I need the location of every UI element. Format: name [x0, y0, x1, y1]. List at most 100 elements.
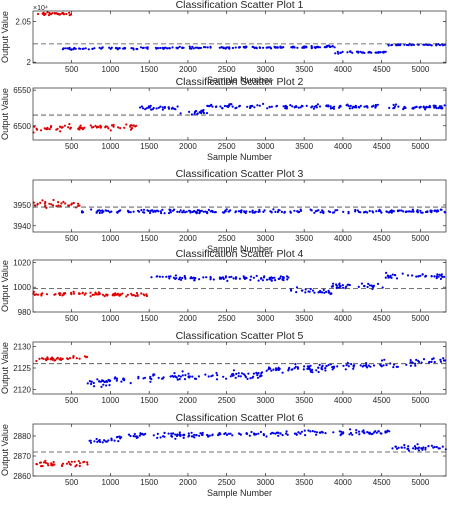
x-tick-label: 5000 — [412, 478, 430, 487]
data-point — [282, 276, 285, 279]
data-point — [73, 460, 76, 463]
x-tick-label: 1500 — [140, 396, 158, 405]
data-point — [139, 106, 142, 109]
data-point — [145, 294, 148, 298]
data-point — [54, 359, 57, 362]
data-point — [130, 127, 134, 130]
data-point — [106, 293, 109, 296]
data-point — [117, 293, 120, 296]
data-point — [150, 276, 153, 279]
data-point — [406, 274, 410, 277]
data-point — [94, 124, 97, 127]
data-point — [353, 106, 356, 109]
data-point — [139, 433, 142, 436]
x-tick-label: 1000 — [102, 142, 120, 151]
x-tick-label: 2500 — [218, 234, 236, 243]
x-tick-label: 4500 — [373, 314, 391, 323]
data-point — [92, 381, 95, 385]
data-point — [57, 204, 60, 207]
data-point — [244, 211, 247, 215]
data-point — [367, 431, 370, 434]
data-point — [148, 211, 152, 215]
data-point — [184, 276, 187, 279]
plot-title: Classification Scatter Plot 1 — [176, 0, 304, 11]
data-point — [123, 126, 126, 129]
data-point — [416, 209, 419, 212]
data-point — [79, 126, 82, 129]
data-point — [284, 104, 287, 107]
data-point — [318, 290, 321, 294]
data-point — [192, 47, 195, 50]
data-point — [327, 291, 330, 294]
data-point — [82, 461, 85, 464]
data-point — [191, 375, 194, 378]
data-point — [202, 110, 205, 113]
data-point — [380, 432, 383, 435]
data-point — [151, 108, 154, 111]
data-point — [211, 105, 214, 108]
data-point — [115, 377, 119, 380]
data-point — [61, 294, 64, 297]
data-point — [35, 359, 38, 363]
data-point — [165, 275, 168, 278]
data-point — [227, 432, 230, 435]
data-point — [438, 44, 442, 47]
data-point — [33, 125, 36, 128]
data-point — [366, 211, 369, 214]
x-tick-label: 4000 — [334, 314, 352, 323]
data-point — [78, 464, 81, 468]
data-point — [101, 293, 105, 296]
data-point — [360, 282, 363, 285]
data-point — [331, 106, 334, 109]
data-point — [112, 125, 115, 128]
data-point — [336, 209, 339, 212]
data-point — [351, 433, 354, 436]
data-point — [376, 103, 379, 106]
data-point — [347, 105, 350, 108]
data-point — [156, 47, 160, 50]
data-point — [133, 432, 136, 436]
data-point — [47, 464, 50, 467]
data-point — [178, 378, 181, 381]
data-point — [438, 447, 441, 450]
data-point — [211, 434, 214, 437]
data-point — [315, 369, 318, 372]
data-point — [65, 462, 69, 465]
data-point — [45, 293, 49, 296]
scatter-panel-2: Classification Scatter Plot 2 500 1000 1500… — [0, 76, 447, 162]
data-point — [375, 210, 378, 213]
data-point — [336, 365, 339, 368]
data-point — [108, 384, 111, 387]
data-point — [113, 439, 116, 442]
data-point — [310, 46, 313, 49]
data-point — [367, 364, 370, 367]
data-point — [195, 434, 198, 437]
data-point — [96, 440, 99, 443]
data-point — [311, 289, 315, 292]
data-point — [317, 370, 320, 374]
data-point — [207, 435, 210, 438]
data-point — [437, 275, 440, 278]
data-point — [256, 104, 259, 107]
data-point — [409, 364, 412, 367]
x-tick-label: 4000 — [334, 478, 352, 487]
data-point — [132, 293, 135, 297]
data-point — [193, 436, 196, 439]
x-tick-label: 3500 — [295, 142, 313, 151]
data-point — [153, 209, 156, 212]
data-point — [38, 461, 42, 464]
data-point — [357, 285, 360, 288]
x-tick-label: 1500 — [140, 142, 158, 151]
data-point — [400, 446, 403, 449]
data-point — [49, 13, 53, 16]
data-point — [374, 106, 377, 109]
data-point — [98, 380, 101, 383]
data-point — [342, 286, 345, 289]
data-point — [46, 11, 49, 14]
data-point — [257, 279, 260, 282]
data-point — [424, 446, 427, 449]
data-point — [262, 102, 265, 105]
data-point — [295, 286, 299, 289]
data-point — [304, 291, 307, 294]
data-point — [377, 430, 380, 433]
